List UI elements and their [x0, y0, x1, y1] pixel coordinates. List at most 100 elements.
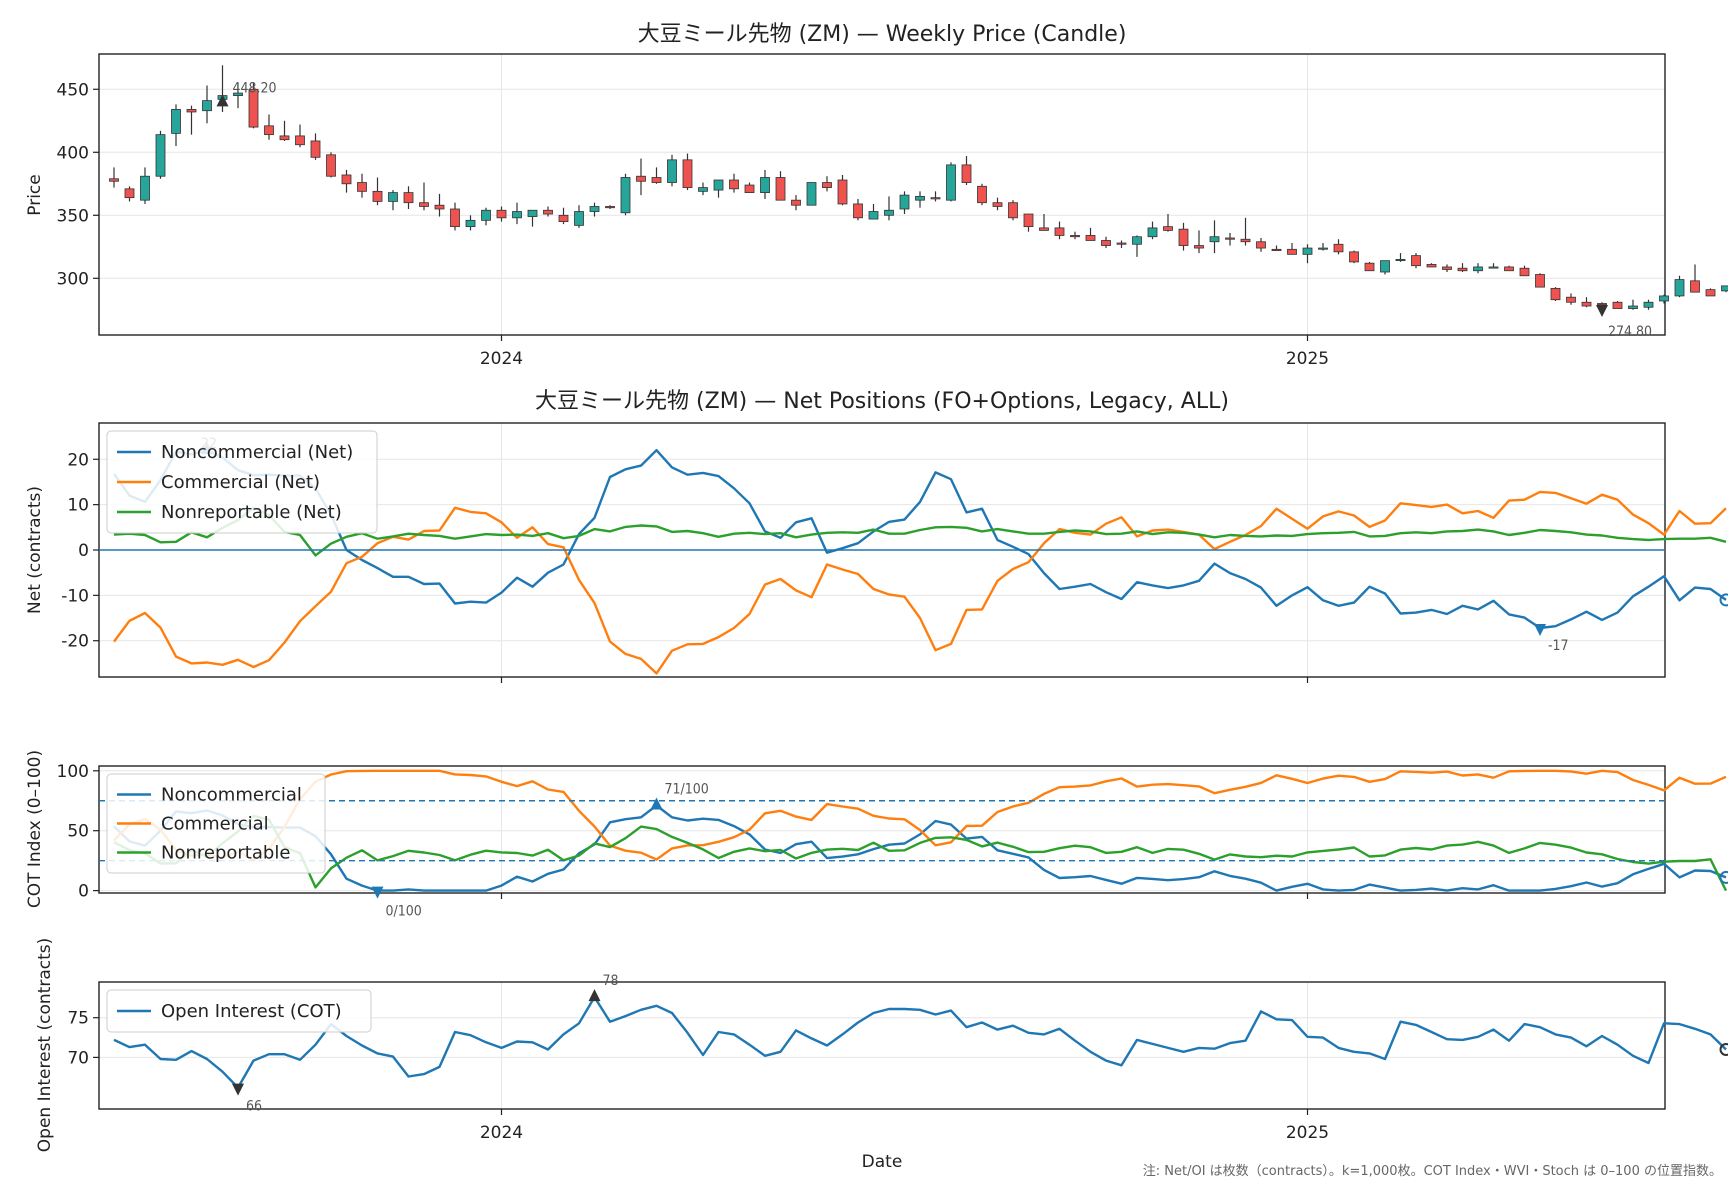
legend-box: [106, 773, 326, 874]
candle-body: [1240, 238, 1251, 243]
candle-body: [1349, 251, 1359, 263]
high-annotation: 448.20: [233, 80, 277, 96]
y-tick-label: 400: [57, 143, 89, 163]
candle-body: [977, 185, 987, 204]
candle-body: [620, 177, 631, 214]
candle-body: [1256, 241, 1266, 249]
candle-body: [279, 135, 290, 141]
candle-body: [1178, 228, 1189, 246]
candle-body: [1070, 235, 1080, 238]
candle-body: [527, 209, 538, 217]
legend-entry: Commercial (Net): [161, 472, 320, 493]
candle-body: [605, 206, 615, 209]
series-line-0: [113, 449, 1727, 630]
x-axis-label: Date: [862, 1152, 903, 1172]
series-line-0: [113, 995, 1727, 1089]
candle-body: [202, 100, 212, 112]
candle-body: [729, 179, 739, 190]
candle-body: [744, 184, 755, 194]
candle-body: [155, 134, 166, 177]
legend: Open Interest (COT): [106, 989, 372, 1033]
candle-body: [806, 182, 817, 206]
max-annotation: 71/100: [665, 782, 709, 798]
legend-entry: Noncommercial: [161, 785, 302, 806]
candle-body: [1132, 236, 1142, 245]
candle-body: [1628, 305, 1638, 309]
legend: Noncommercial (Net) Commercial (Net) Nonre…: [106, 430, 378, 534]
oi-y-axis-label: Open Interest (contracts): [35, 938, 55, 1152]
candle-body: [1535, 274, 1545, 288]
candle-body: [1163, 226, 1173, 231]
net-positions-panel: 大豆ミール先物 (ZM) — Net Positions (FO+Options…: [25, 389, 1728, 683]
candle-body: [109, 178, 119, 182]
candle-body: [124, 188, 135, 199]
candle-body: [1566, 296, 1576, 303]
price-panel: 大豆ミール先物 (ZM) — Weekly Price (Candle) Pri…: [25, 22, 1728, 369]
candle-body: [1457, 267, 1468, 272]
candle-body: [1008, 202, 1018, 219]
legend-entry: Noncommercial (Net): [161, 442, 353, 463]
candle-body: [171, 109, 181, 134]
candle-body: [1380, 260, 1390, 273]
candle-body: [1519, 267, 1530, 277]
candle-body: [636, 175, 646, 182]
candle-body: [450, 208, 460, 228]
candle-body: [434, 204, 445, 210]
min-marker: [232, 1083, 244, 1096]
grid-0: [99, 54, 1665, 335]
cot-index-panel: COT Index (0–100) 05010071/1000/10011/10…: [25, 750, 1728, 920]
legend-entry: Open Interest (COT): [161, 1001, 342, 1022]
candle-body: [589, 206, 600, 212]
candle-body: [1659, 295, 1669, 302]
min-marker: [1534, 624, 1546, 637]
open-interest-panel: Open Interest (contracts) Date 70 75 2024 2…: [35, 938, 1728, 1172]
candle-body: [992, 202, 1003, 207]
y-tick-label: 50: [67, 822, 89, 842]
candle-body: [1116, 242, 1127, 245]
candle-body: [837, 179, 848, 205]
candle-body: [667, 159, 677, 183]
candle-body: [140, 175, 150, 201]
max-annotation: 78: [603, 973, 619, 989]
candle-body: [372, 190, 383, 202]
y-tick-label: 75: [67, 1009, 89, 1029]
max-marker: [650, 797, 663, 810]
candle-body: [1473, 266, 1483, 272]
candle-body: [1085, 235, 1096, 241]
candle-body: [543, 209, 553, 215]
series-line-2: [113, 506, 1727, 557]
candle-body: [1147, 227, 1158, 238]
last-marker: [1719, 870, 1728, 884]
candle-body: [915, 195, 925, 201]
max-marker: [588, 989, 601, 1002]
candle-body: [791, 199, 801, 206]
min-annotation: -17: [1548, 638, 1569, 654]
series-line-1: [113, 769, 1727, 861]
net-y-axis-label: Net (contracts): [25, 486, 45, 614]
candle-body: [1721, 285, 1728, 292]
candle-body: [1318, 247, 1328, 250]
candle-body: [465, 219, 476, 228]
candle-body: [512, 211, 522, 219]
y-tick-label: -10: [61, 586, 89, 606]
x-tick-label: 2025: [1286, 349, 1329, 369]
candle-body: [1302, 247, 1313, 255]
last-marker: [1719, 593, 1728, 607]
candle-body: [1426, 264, 1437, 268]
candle-body: [1581, 301, 1592, 307]
candle-body: [930, 197, 941, 200]
candle-body: [1411, 255, 1421, 267]
candle-body: [1194, 245, 1204, 249]
y-tick-label: -20: [61, 632, 89, 652]
candle-body: [357, 182, 367, 192]
candle-body: [1287, 248, 1297, 255]
candle-body: [760, 177, 770, 194]
y-tick-label: 70: [67, 1048, 89, 1068]
candle-body: [186, 109, 197, 113]
candle-body: [682, 159, 693, 188]
x-tick-label: 2024: [480, 1123, 523, 1143]
x-tick-label: 2025: [1286, 1123, 1329, 1143]
candle-body: [403, 192, 414, 204]
candle-body: [1225, 237, 1235, 240]
